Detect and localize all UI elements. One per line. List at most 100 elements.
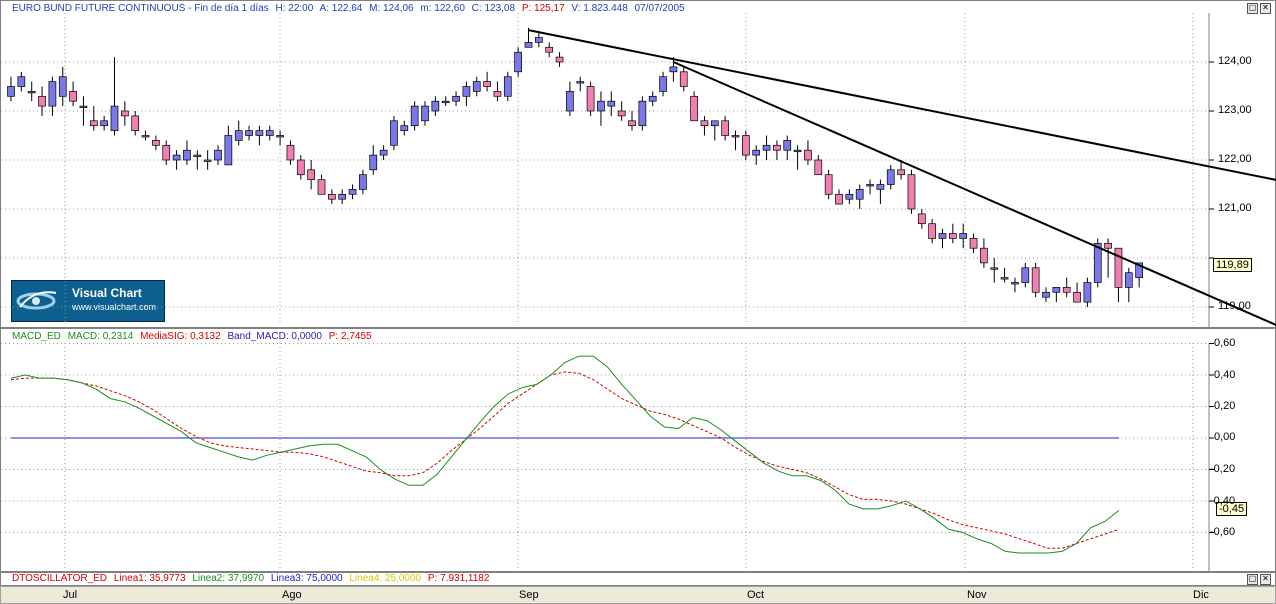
osc-line3-value: Linea3: 75,0000 bbox=[270, 573, 343, 584]
osc-points-value: P: 7.931,1182 bbox=[427, 573, 490, 584]
macd-band-value: Band_MACD: 0,0000 bbox=[227, 331, 322, 342]
candle-body bbox=[814, 159, 823, 176]
candle-body bbox=[752, 149, 761, 156]
candle-body bbox=[110, 105, 119, 131]
macd-pane[interactable]: MACD_ED MACD: 0,2314 MediaSIG: 0,3132 Ba… bbox=[0, 328, 1276, 573]
candle-body bbox=[421, 105, 429, 122]
candle-body bbox=[100, 120, 109, 127]
candle-body bbox=[245, 130, 253, 136]
osc-close-button[interactable]: ✕ bbox=[1260, 574, 1271, 585]
candle-body bbox=[855, 189, 864, 200]
candle-body bbox=[296, 159, 305, 176]
candle-body bbox=[524, 42, 533, 48]
candle-body bbox=[183, 149, 191, 161]
candle-body bbox=[162, 144, 171, 161]
candle-body bbox=[452, 95, 460, 102]
candle-body bbox=[38, 95, 46, 107]
macd-tick-m040: -0,40 bbox=[1210, 495, 1236, 507]
candle-body bbox=[203, 159, 212, 162]
candle-body bbox=[338, 193, 347, 200]
candle-body bbox=[48, 81, 57, 107]
candle-body bbox=[441, 100, 450, 104]
candle-body bbox=[628, 120, 636, 127]
hour-value: H: 22:00 bbox=[275, 3, 314, 14]
price-header: EURO BUND FUTURE CONTINUOUS - Fin de día… bbox=[12, 3, 689, 14]
macd-last-marker: -0,45 bbox=[1216, 502, 1248, 516]
candle-body bbox=[234, 130, 243, 141]
candle-body bbox=[1104, 242, 1112, 249]
candle-body bbox=[1031, 267, 1040, 293]
candle-body bbox=[690, 95, 698, 122]
osc-restore-button[interactable]: ▢ bbox=[1247, 574, 1258, 585]
price-tick-119: 119,00 bbox=[1218, 300, 1251, 312]
candle-body bbox=[731, 135, 740, 138]
candle-body bbox=[410, 105, 419, 127]
candle-body bbox=[27, 91, 36, 94]
open-value: A: 122,64 bbox=[319, 3, 363, 14]
candle-body bbox=[1052, 287, 1061, 293]
candle-body bbox=[69, 91, 77, 102]
candle-body bbox=[700, 120, 709, 127]
candle-body bbox=[152, 140, 160, 146]
date-value: 07/07/2005 bbox=[634, 3, 685, 14]
candle-body bbox=[938, 233, 947, 239]
candle-body bbox=[1124, 272, 1133, 288]
candle-body bbox=[317, 179, 326, 195]
candle-body bbox=[7, 86, 15, 97]
candle-body bbox=[172, 154, 181, 161]
candle-body bbox=[141, 135, 150, 138]
oscillator-pane[interactable]: DTOSCILLATOR_ED Linea1: 35,9773 Linea2: … bbox=[0, 572, 1276, 586]
close-value: C: 123,08 bbox=[471, 3, 516, 14]
candle-body bbox=[969, 238, 978, 249]
price-tick-121: 121,00 bbox=[1218, 202, 1252, 214]
candle-body bbox=[762, 144, 771, 151]
candle-body bbox=[307, 169, 315, 180]
logo-title: Visual Chart bbox=[72, 286, 142, 300]
price-tick-124: 124,00 bbox=[1218, 55, 1252, 67]
candle-body bbox=[866, 184, 874, 187]
candle-body bbox=[390, 120, 398, 146]
candle-body bbox=[990, 267, 999, 270]
candle-body bbox=[131, 115, 140, 131]
osc-line2-value: Linea2: 37,9970 bbox=[192, 573, 265, 584]
month-label-sep: Sep bbox=[519, 589, 539, 601]
candle-body bbox=[959, 233, 968, 239]
candle-body bbox=[89, 120, 98, 127]
low-value: m: 122,60 bbox=[420, 3, 465, 14]
candle-body bbox=[462, 86, 471, 97]
close-button[interactable]: ✕ bbox=[1260, 3, 1271, 14]
candle-body bbox=[379, 149, 388, 156]
trendline bbox=[528, 29, 1276, 181]
candle-body bbox=[514, 51, 523, 73]
macd-line bbox=[10, 355, 1120, 554]
month-label-nov: Nov bbox=[967, 589, 987, 601]
candle-body bbox=[79, 105, 88, 108]
candle-body bbox=[286, 144, 295, 161]
date-axis bbox=[0, 586, 1276, 604]
restore-button[interactable]: ▢ bbox=[1247, 3, 1258, 14]
price-chart-pane[interactable]: EURO BUND FUTURE CONTINUOUS - Fin de día… bbox=[0, 0, 1276, 329]
candle-body bbox=[348, 189, 357, 195]
macd-points-value: P: 2,7455 bbox=[328, 331, 372, 342]
candle-body bbox=[679, 71, 688, 87]
candle-body bbox=[472, 81, 481, 92]
candle-body bbox=[783, 140, 792, 151]
trendline bbox=[673, 61, 1276, 327]
candle-body bbox=[555, 56, 564, 63]
candle-body bbox=[276, 135, 284, 138]
candle-body bbox=[980, 247, 988, 264]
candle-body bbox=[948, 233, 957, 239]
osc-line1-value: Linea1: 35,9773 bbox=[113, 573, 186, 584]
candle-body bbox=[669, 66, 678, 73]
osc-indicator-name: DTOSCILLATOR_ED bbox=[12, 573, 108, 584]
candle-body bbox=[328, 193, 336, 200]
candle-body bbox=[483, 81, 491, 87]
candle-body bbox=[597, 100, 605, 112]
candle-body bbox=[1135, 262, 1144, 278]
candle-body bbox=[1062, 287, 1071, 293]
macd-tick-m020: -0,20 bbox=[1210, 463, 1236, 475]
candle-body bbox=[193, 154, 202, 157]
candle-body bbox=[917, 213, 926, 225]
points-value: P: 125,17 bbox=[521, 3, 565, 14]
instrument-title: EURO BUND FUTURE CONTINUOUS - Fin de día… bbox=[12, 3, 269, 14]
